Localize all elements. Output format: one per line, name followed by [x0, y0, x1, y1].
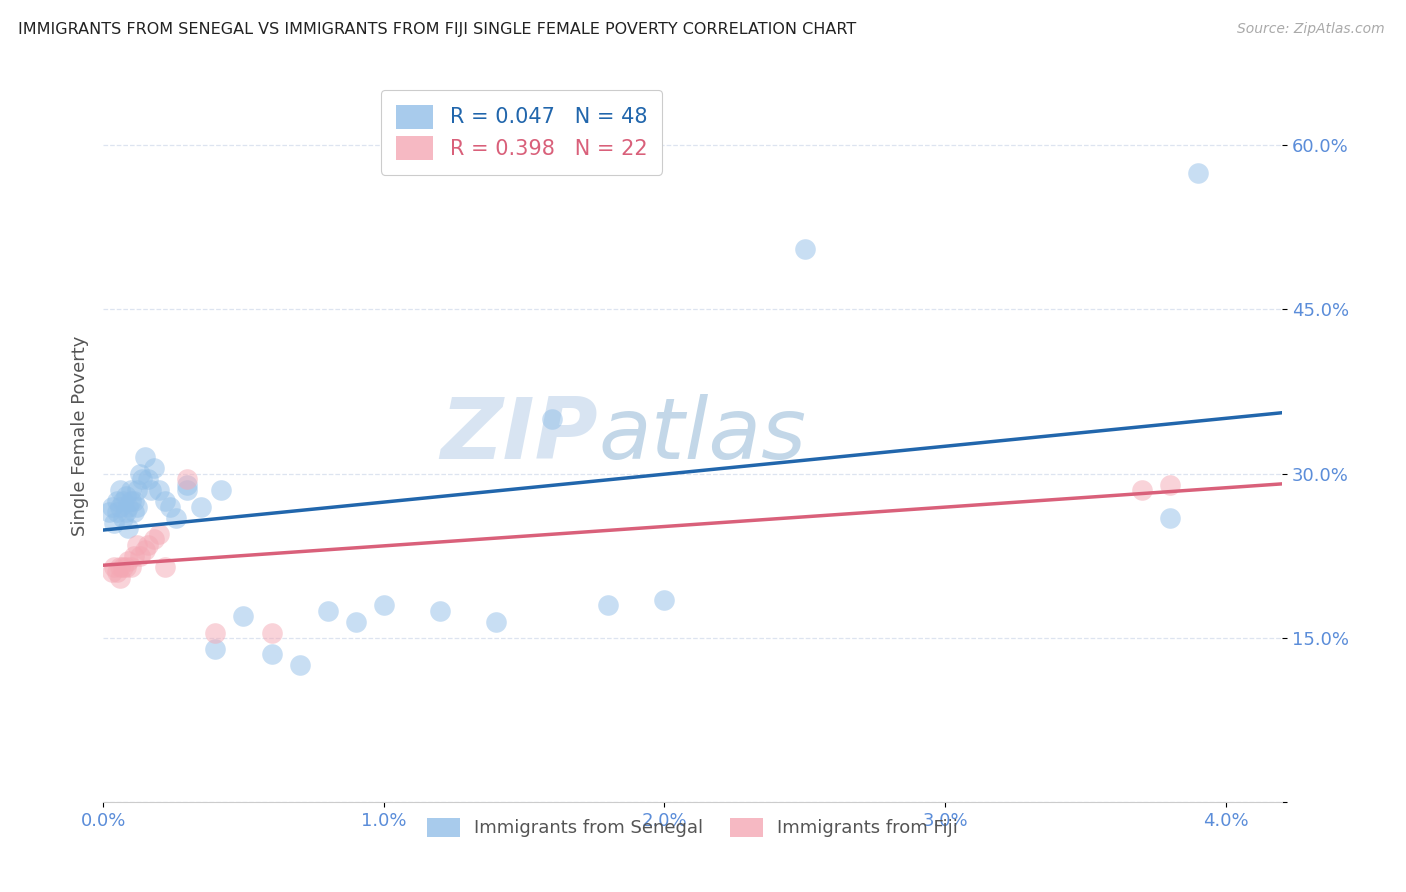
Point [103, 559, 125, 574]
Point [105, 494, 128, 508]
Point [136, 472, 159, 486]
Point [128, 549, 150, 563]
Point [153, 494, 176, 508]
Legend: Immigrants from Senegal, Immigrants from Fiji: Immigrants from Senegal, Immigrants from… [420, 811, 966, 845]
Point [120, 559, 142, 574]
Point [105, 566, 128, 580]
Point [136, 538, 159, 552]
Point [114, 505, 136, 519]
Point [793, 242, 815, 256]
Point [117, 500, 139, 514]
Point [288, 658, 311, 673]
Point [117, 521, 139, 535]
Point [103, 516, 125, 530]
Point [148, 527, 170, 541]
Point [131, 472, 153, 486]
Point [105, 505, 128, 519]
Point [176, 483, 198, 497]
Point [260, 625, 283, 640]
Point [97, 505, 120, 519]
Point [100, 500, 122, 514]
Point [108, 571, 131, 585]
Point [139, 483, 162, 497]
Point [373, 598, 395, 612]
Point [232, 609, 254, 624]
Point [111, 559, 134, 574]
Point [148, 483, 170, 497]
Point [100, 566, 122, 580]
Point [1159, 477, 1181, 491]
Point [114, 489, 136, 503]
Point [429, 604, 451, 618]
Text: ZIP: ZIP [440, 394, 598, 477]
Point [485, 615, 508, 629]
Point [1187, 165, 1209, 179]
Point [190, 500, 212, 514]
Point [316, 604, 339, 618]
Point [153, 559, 176, 574]
Point [122, 549, 145, 563]
Point [125, 538, 148, 552]
Point [1159, 510, 1181, 524]
Point [122, 494, 145, 508]
Point [159, 500, 181, 514]
Point [108, 559, 131, 574]
Point [108, 500, 131, 514]
Point [122, 505, 145, 519]
Point [134, 450, 156, 465]
Point [541, 412, 564, 426]
Point [176, 477, 198, 491]
Point [209, 483, 232, 497]
Point [120, 494, 142, 508]
Text: IMMIGRANTS FROM SENEGAL VS IMMIGRANTS FROM FIJI SINGLE FEMALE POVERTY CORRELATIO: IMMIGRANTS FROM SENEGAL VS IMMIGRANTS FR… [18, 22, 856, 37]
Point [654, 592, 676, 607]
Point [344, 615, 367, 629]
Point [125, 500, 148, 514]
Point [260, 648, 283, 662]
Text: Source: ZipAtlas.com: Source: ZipAtlas.com [1237, 22, 1385, 37]
Point [108, 483, 131, 497]
Point [117, 554, 139, 568]
Point [598, 598, 620, 612]
Point [1130, 483, 1153, 497]
Point [142, 461, 165, 475]
Point [134, 543, 156, 558]
Text: atlas: atlas [598, 394, 806, 477]
Point [111, 494, 134, 508]
Point [120, 483, 142, 497]
Point [128, 467, 150, 481]
Point [142, 533, 165, 547]
Point [111, 510, 134, 524]
Point [204, 625, 226, 640]
Point [165, 510, 187, 524]
Y-axis label: Single Female Poverty: Single Female Poverty [72, 335, 89, 535]
Point [125, 483, 148, 497]
Point [176, 472, 198, 486]
Point [114, 559, 136, 574]
Point [204, 642, 226, 657]
